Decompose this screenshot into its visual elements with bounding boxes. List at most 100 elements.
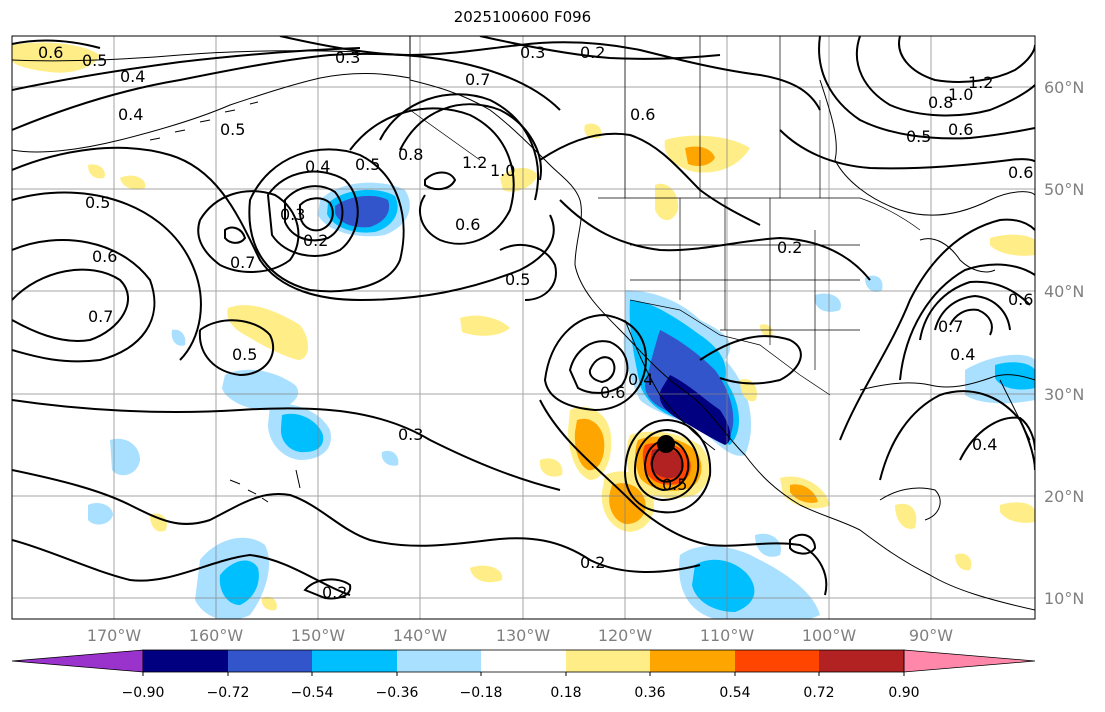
lat-label: 60°N	[1044, 78, 1084, 97]
contour-label: 0.4	[950, 345, 975, 364]
contour-label: 0.2	[303, 231, 328, 250]
colorbar-label: −0.36	[376, 685, 419, 701]
contour-label: 1.2	[968, 73, 993, 92]
colorbar-labels: −0.90 −0.72 −0.54 −0.36 −0.18 0.18 0.36 …	[122, 685, 920, 701]
contour-label: 0.4	[628, 370, 653, 389]
contour-label: 0.3	[335, 48, 360, 67]
contour-line	[919, 280, 1031, 341]
colorbar-ticks	[142, 672, 905, 676]
negative-anomaly-patch	[222, 369, 299, 411]
colorbar-label: −0.72	[207, 685, 250, 701]
colorbar: −0.90 −0.72 −0.54 −0.36 −0.18 0.18 0.36 …	[11, 649, 1036, 701]
contour-line	[279, 36, 821, 111]
contour-line	[12, 47, 361, 91]
lat-label: 10°N	[1044, 589, 1084, 608]
colorbar-segment	[650, 650, 735, 672]
colorbar-extend-min	[11, 649, 144, 673]
contour-line	[643, 438, 690, 492]
contour-line	[898, 36, 1035, 83]
negative-anomaly-patch	[335, 195, 390, 228]
alaska-coastline	[12, 73, 411, 153]
positive-anomaly-patch	[955, 553, 972, 571]
contour-label: 0.5	[906, 127, 931, 146]
contour-line	[12, 146, 555, 302]
negative-anomaly-patch	[814, 293, 841, 312]
colorbar-label: −0.90	[122, 685, 165, 701]
contour-line	[499, 244, 557, 301]
contour-line	[349, 107, 515, 245]
gulf-coastline	[859, 374, 1035, 391]
contour-label: 0.3	[280, 205, 305, 224]
storm-center-marker	[657, 435, 675, 453]
contour-label: 0.7	[88, 307, 113, 326]
contour-line	[559, 199, 871, 281]
colorbar-segment	[819, 650, 904, 672]
contour-line	[379, 93, 539, 201]
contour-line	[633, 428, 700, 502]
contour-label: 1.0	[490, 161, 515, 180]
contour-label: 0.5	[662, 475, 687, 494]
contour-label: 0.5	[355, 155, 380, 174]
contour-line	[839, 218, 1035, 441]
negative-anomaly-patch	[755, 533, 781, 557]
colorbar-label: −0.18	[460, 685, 503, 701]
contour-line	[818, 36, 1035, 140]
us-canada-border	[598, 197, 921, 231]
lat-label: 50°N	[1044, 180, 1084, 199]
contour-line	[789, 533, 817, 555]
contour-line	[248, 148, 405, 293]
yucatan-coastline	[879, 487, 941, 521]
negative-anomaly-patch	[381, 450, 399, 466]
positive-anomaly-patch	[895, 503, 917, 529]
lon-label: 120°W	[598, 626, 653, 645]
lon-label: 100°W	[802, 626, 857, 645]
colorbar-segment	[735, 650, 819, 672]
contour-label: 0.6	[1008, 290, 1033, 309]
contour-line	[934, 294, 1011, 331]
contour-label: 0.6	[600, 383, 625, 402]
aleutian-islands	[149, 101, 259, 141]
negative-anomaly-patch	[692, 559, 755, 612]
map-area: 0.6 0.5 0.4 0.4 0.3 0.3 0.2 0.5 0.7 0.8 …	[12, 36, 1035, 619]
contour-line	[779, 129, 1035, 170]
contour-line	[539, 132, 761, 226]
lat-label: 20°N	[1044, 487, 1084, 506]
lon-label: 130°W	[496, 626, 551, 645]
contour-line	[224, 226, 247, 244]
map-frame	[11, 35, 1036, 620]
contour-line	[650, 445, 684, 483]
contour-label: 0.6	[1008, 163, 1033, 182]
contour-label: 0.8	[398, 145, 423, 164]
contour-line	[855, 36, 1035, 117]
negative-anomaly-patch	[659, 375, 731, 445]
positive-anomaly-patch	[539, 458, 563, 477]
latitude-labels: 60°N 50°N 40°N 30°N 20°N 10°N	[1044, 78, 1084, 608]
contour-label: 0.4	[118, 105, 143, 124]
lon-label: 150°W	[291, 626, 346, 645]
contour-line	[266, 170, 359, 257]
contour-label: 0.7	[230, 253, 255, 272]
hawaii-islands	[229, 469, 301, 503]
contour-line	[568, 340, 629, 394]
contour-line	[424, 171, 457, 191]
contour-label: 0.5	[85, 193, 110, 212]
canada-provinces	[624, 36, 821, 198]
contour-line	[899, 263, 1035, 381]
contour-label: 0.4	[972, 435, 997, 454]
positive-anomaly-patch	[460, 315, 510, 336]
contour-line	[12, 268, 130, 342]
positive-anomaly-patch	[470, 565, 503, 583]
contour-label-group: 0.6 0.5 0.4 0.4 0.3 0.3 0.2 0.5 0.7 0.8 …	[38, 43, 1033, 602]
contour-label: 0.2	[580, 553, 605, 572]
positive-anomaly-patch	[88, 164, 105, 179]
colorbar-label: 0.90	[888, 685, 919, 701]
colorbar-segments	[11, 649, 1036, 673]
contour-label: 1.2	[462, 153, 487, 172]
contour-line	[12, 239, 156, 363]
colorbar-segment	[481, 650, 566, 672]
contour-line	[284, 185, 344, 242]
great-lakes	[919, 238, 996, 273]
colorbar-label: 0.18	[550, 685, 581, 701]
contour-label: 0.4	[120, 67, 145, 86]
